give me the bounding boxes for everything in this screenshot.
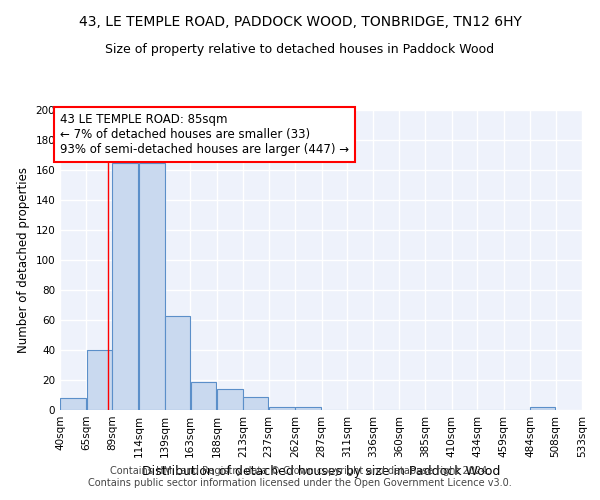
Text: 43, LE TEMPLE ROAD, PADDOCK WOOD, TONBRIDGE, TN12 6HY: 43, LE TEMPLE ROAD, PADDOCK WOOD, TONBRI… xyxy=(79,15,521,29)
Bar xyxy=(112,162,138,410)
Bar xyxy=(295,407,321,410)
Bar xyxy=(139,162,164,410)
Bar xyxy=(530,407,555,410)
Text: Size of property relative to detached houses in Paddock Wood: Size of property relative to detached ho… xyxy=(106,42,494,56)
Bar xyxy=(165,316,190,410)
Bar xyxy=(191,382,217,410)
Bar xyxy=(60,398,86,410)
Text: 43 LE TEMPLE ROAD: 85sqm
← 7% of detached houses are smaller (33)
93% of semi-de: 43 LE TEMPLE ROAD: 85sqm ← 7% of detache… xyxy=(60,113,349,156)
Bar xyxy=(269,407,295,410)
Bar xyxy=(87,350,112,410)
Y-axis label: Number of detached properties: Number of detached properties xyxy=(17,167,30,353)
X-axis label: Distribution of detached houses by size in Paddock Wood: Distribution of detached houses by size … xyxy=(142,466,500,478)
Bar xyxy=(217,389,243,410)
Bar xyxy=(244,396,268,410)
Text: Contains HM Land Registry data © Crown copyright and database right 2024.
Contai: Contains HM Land Registry data © Crown c… xyxy=(88,466,512,487)
